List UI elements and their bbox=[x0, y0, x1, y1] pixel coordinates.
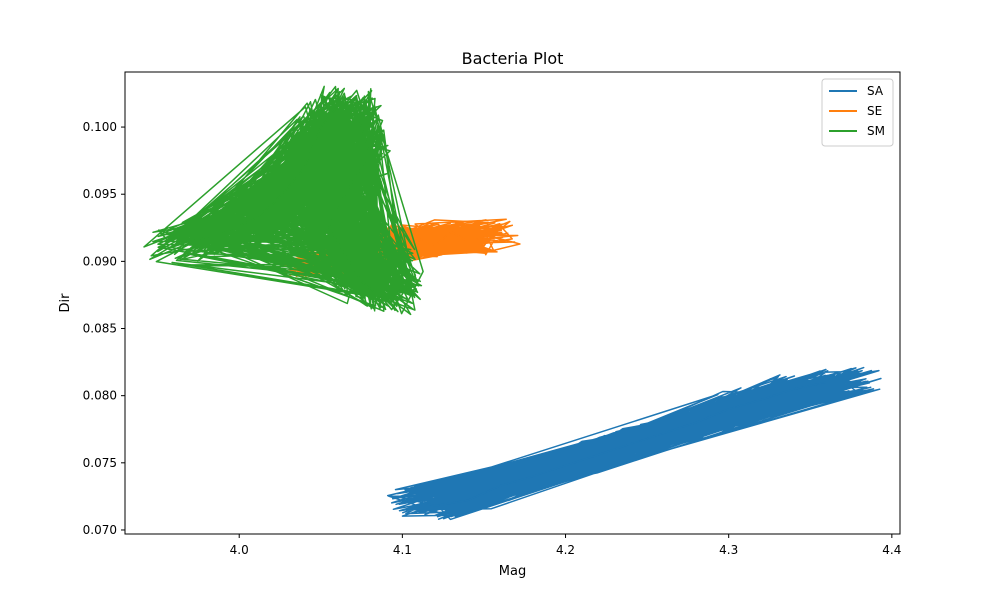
plot-frame bbox=[124, 71, 901, 535]
y-tick-label: 0.070 bbox=[83, 523, 117, 537]
legend-frame bbox=[821, 78, 894, 147]
y-axis: 0.070 0.075 0.080 0.085 0.090 0.095 0.100 bbox=[83, 120, 125, 537]
x-axis: 4.0 4.1 4.2 4.3 4.4 bbox=[230, 534, 901, 557]
x-tick-label: 4.1 bbox=[393, 543, 412, 557]
series-centerline-sm bbox=[165, 99, 404, 303]
x-axis-label: Mag bbox=[499, 564, 526, 579]
series-layer bbox=[143, 85, 882, 521]
y-tick-label: 0.100 bbox=[83, 120, 117, 134]
x-tick-label: 4.2 bbox=[556, 543, 575, 557]
chart-title: Bacteria Plot bbox=[462, 49, 564, 68]
y-tick-label: 0.080 bbox=[83, 389, 117, 403]
y-tick-label: 0.085 bbox=[83, 322, 117, 336]
y-tick-label: 0.095 bbox=[83, 187, 117, 201]
series-centerline-sa bbox=[402, 381, 868, 507]
x-tick-label: 4.0 bbox=[230, 543, 249, 557]
legend: SA SE SM bbox=[821, 78, 894, 147]
y-axis-label: Dir bbox=[58, 293, 73, 313]
series-line-sm bbox=[143, 85, 424, 316]
legend-label-sa: SA bbox=[867, 84, 884, 98]
y-tick-label: 0.090 bbox=[83, 254, 117, 268]
y-tick-label: 0.075 bbox=[83, 456, 117, 470]
legend-label-sm: SM bbox=[867, 124, 885, 138]
x-tick-label: 4.4 bbox=[882, 543, 901, 557]
series-line-sa bbox=[386, 366, 882, 521]
x-tick-label: 4.3 bbox=[719, 543, 738, 557]
legend-label-se: SE bbox=[867, 104, 882, 118]
